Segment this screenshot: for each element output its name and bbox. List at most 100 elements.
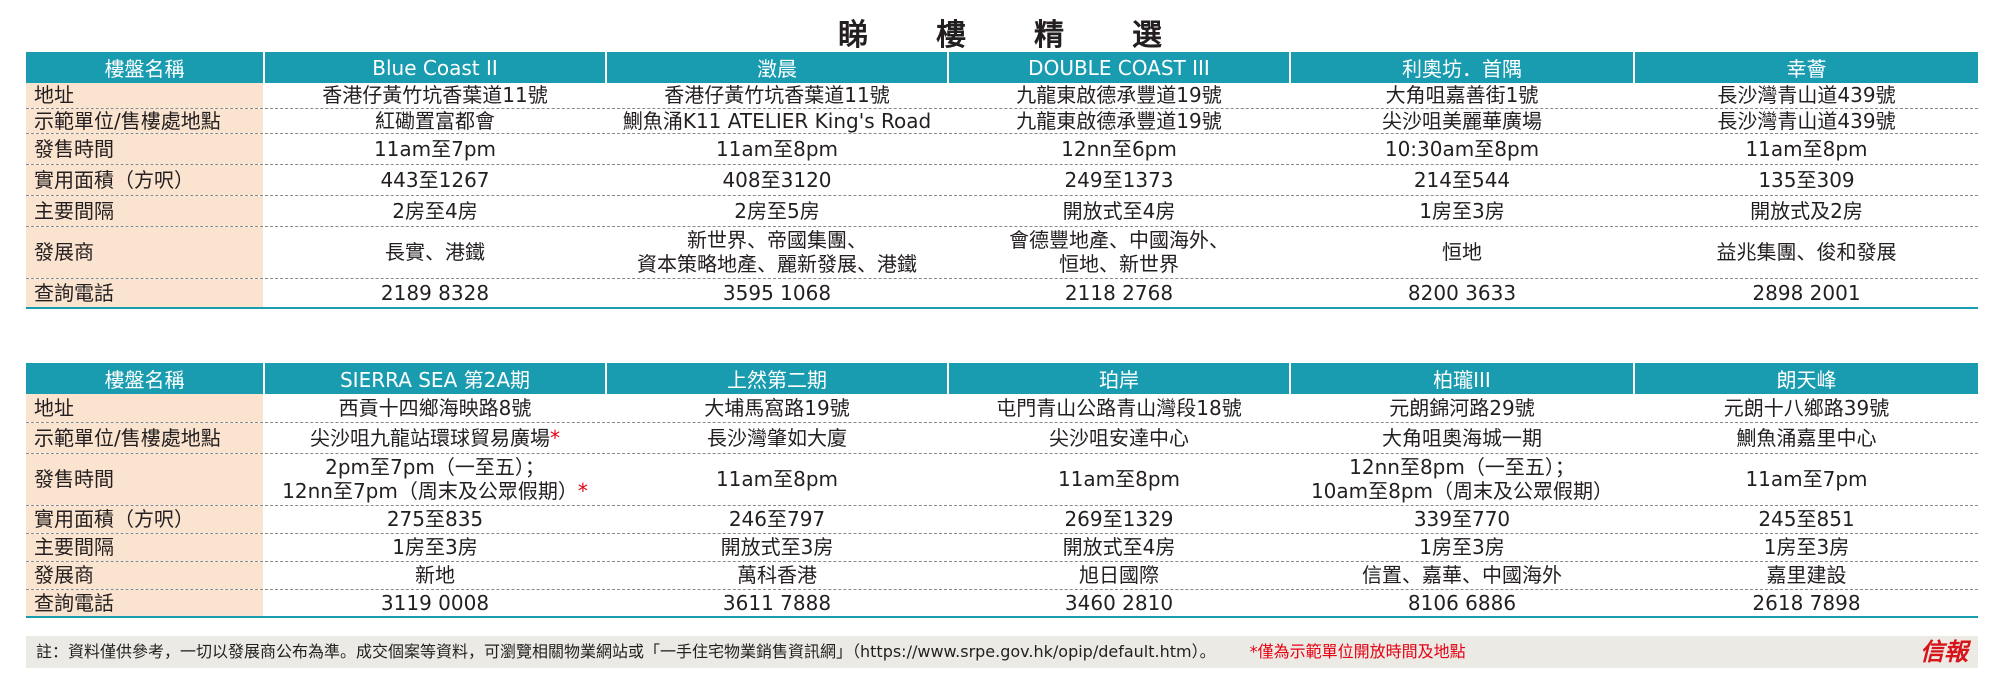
- table-cell: 元朗十八鄉路39號: [1634, 394, 1978, 423]
- project-name: 利奧坊．首隅: [1290, 52, 1635, 83]
- table-cell: 紅磡置富都會: [264, 108, 607, 134]
- project-name: 澂晨: [606, 52, 949, 83]
- table-cell: 245至851: [1634, 505, 1978, 534]
- table-cell: 旭日國際: [948, 561, 1291, 590]
- row-label: 示範單位/售樓處地點: [26, 422, 265, 454]
- table-cell: 香港仔黃竹坑香葉道11號: [606, 83, 949, 109]
- table-header-row: 樓盤名稱 Blue Coast II 澂晨 DOUBLE COAST III 利…: [26, 52, 1978, 83]
- asterisk-footnote: *僅為示範單位開放時間及地點: [1249, 642, 1466, 661]
- project-name: 幸薈: [1634, 52, 1978, 83]
- project-name: DOUBLE COAST III: [948, 52, 1291, 83]
- table-cell: 11am至8pm: [948, 453, 1291, 506]
- title-char: 樓: [936, 18, 966, 53]
- table-row: 發售時間 11am至7pm 11am至8pm 12nn至6pm 10:30am至…: [26, 133, 1978, 165]
- table-cell: 益兆集團、俊和發展: [1634, 226, 1978, 279]
- table-cell: 西貢十四鄉海映路8號: [264, 394, 607, 423]
- row-label: 實用面積（方呎）: [26, 505, 265, 534]
- table-cell: 11am至7pm: [1634, 453, 1978, 506]
- header-label: 樓盤名稱: [26, 52, 265, 83]
- table-row: 主要間隔 2房至4房 2房至5房 開放式至4房 1房至3房 開放式及2房: [26, 195, 1978, 227]
- table-cell: 8200 3633: [1290, 278, 1635, 309]
- table-cell: 2898 2001: [1634, 278, 1978, 309]
- table-cell: 長沙灣青山道439號: [1634, 108, 1978, 134]
- project-name: 朗天峰: [1634, 363, 1978, 394]
- row-label: 發售時間: [26, 453, 265, 506]
- table-cell: 大埔馬窩路19號: [606, 394, 949, 423]
- table-cell: 新世界、帝國集團、 資本策略地產、麗新發展、港鐵: [606, 226, 949, 279]
- row-label: 主要間隔: [26, 195, 265, 227]
- table-cell: 長沙灣肇如大廈: [606, 422, 949, 454]
- table-cell: 246至797: [606, 505, 949, 534]
- table-cell: 尖沙咀九龍站環球貿易廣場*: [264, 422, 607, 454]
- table-cell: 1房至3房: [1290, 195, 1635, 227]
- table-cell: 大角咀奧海城一期: [1290, 422, 1635, 454]
- table-cell: 3611 7888: [606, 589, 949, 618]
- table-cell: 尖沙咀安達中心: [948, 422, 1291, 454]
- table-cell: 135至309: [1634, 164, 1978, 196]
- table-cell: 2118 2768: [948, 278, 1291, 309]
- row-label: 實用面積（方呎）: [26, 164, 265, 196]
- table-cell: 339至770: [1290, 505, 1635, 534]
- project-name: Blue Coast II: [264, 52, 607, 83]
- page-title: 睇樓精選: [0, 10, 2000, 54]
- table-cell: 香港仔黃竹坑香葉道11號: [264, 83, 607, 109]
- header-label: 樓盤名稱: [26, 363, 265, 394]
- table-cell: 嘉里建設: [1634, 561, 1978, 590]
- table-cell: 2房至5房: [606, 195, 949, 227]
- project-name: 柏瓏III: [1290, 363, 1635, 394]
- table-cell: 214至544: [1290, 164, 1635, 196]
- table-cell: 長沙灣青山道439號: [1634, 83, 1978, 109]
- title-char: 選: [1132, 18, 1162, 53]
- table-cell: 開放式至4房: [948, 195, 1291, 227]
- row-label: 主要間隔: [26, 533, 265, 562]
- table-cell: 1房至3房: [1634, 533, 1978, 562]
- table-cell: 鰂魚涌K11 ATELIER King's Road: [606, 108, 949, 134]
- table-cell: 11am至7pm: [264, 133, 607, 165]
- table-row: 地址 香港仔黃竹坑香葉道11號 香港仔黃竹坑香葉道11號 九龍東啟德承豐道19號…: [26, 83, 1978, 109]
- hkej-logo: 信報: [1920, 637, 1968, 666]
- table-row: 查詢電話 3119 0008 3611 7888 3460 2810 8106 …: [26, 589, 1978, 618]
- table-cell: 10:30am至8pm: [1290, 133, 1635, 165]
- row-label: 發展商: [26, 561, 265, 590]
- table-cell: 1房至3房: [264, 533, 607, 562]
- table-header-row: 樓盤名稱 SIERRA SEA 第2A期 上然第二期 珀岸 柏瓏III 朗天峰: [26, 363, 1978, 394]
- row-label: 地址: [26, 394, 265, 423]
- table-cell: 信置、嘉華、中國海外: [1290, 561, 1635, 590]
- table-cell: 萬科香港: [606, 561, 949, 590]
- table-cell: 3460 2810: [948, 589, 1291, 618]
- table-cell: 大角咀嘉善街1號: [1290, 83, 1635, 109]
- title-char: 睇: [838, 18, 868, 53]
- table-cell: 408至3120: [606, 164, 949, 196]
- table-row: 地址 西貢十四鄉海映路8號 大埔馬窩路19號 屯門青山公路青山灣段18號 元朗錦…: [26, 394, 1978, 423]
- table-cell: 249至1373: [948, 164, 1291, 196]
- row-label: 示範單位/售樓處地點: [26, 108, 265, 134]
- table-cell: 2房至4房: [264, 195, 607, 227]
- table-cell: 269至1329: [948, 505, 1291, 534]
- project-name: 珀岸: [948, 363, 1291, 394]
- asterisk-mark: *: [550, 425, 560, 450]
- table-cell: 11am至8pm: [1634, 133, 1978, 165]
- table-cell: 443至1267: [264, 164, 607, 196]
- table-cell: 12nn至8pm（一至五）； 10am至8pm（周末及公眾假期）: [1290, 453, 1635, 506]
- table-row: 實用面積（方呎） 443至1267 408至3120 249至1373 214至…: [26, 164, 1978, 196]
- row-label: 發展商: [26, 226, 265, 279]
- table-cell: 開放式至3房: [606, 533, 949, 562]
- table-row: 主要間隔 1房至3房 開放式至3房 開放式至4房 1房至3房 1房至3房: [26, 533, 1978, 562]
- table-cell: 3119 0008: [264, 589, 607, 618]
- table-cell: 3595 1068: [606, 278, 949, 309]
- table-cell: 2pm至7pm（一至五）； 12nn至7pm（周末及公眾假期）*: [264, 453, 607, 506]
- table-cell: 開放式至4房: [948, 533, 1291, 562]
- row-label: 發售時間: [26, 133, 265, 165]
- table-row: 發展商 長實、港鐵 新世界、帝國集團、 資本策略地產、麗新發展、港鐵 會德豐地產、…: [26, 226, 1978, 279]
- table-row: 示範單位/售樓處地點 尖沙咀九龍站環球貿易廣場* 長沙灣肇如大廈 尖沙咀安達中心…: [26, 422, 1978, 454]
- footnote-bar: 註：資料僅供參考，一切以發展商公布為準。成交個案等資料，可瀏覽相關物業網站或「一…: [26, 636, 1978, 668]
- table-cell: 12nn至6pm: [948, 133, 1291, 165]
- table-row: 發售時間 2pm至7pm（一至五）； 12nn至7pm（周末及公眾假期）* 11a…: [26, 453, 1978, 506]
- table-row: 發展商 新地 萬科香港 旭日國際 信置、嘉華、中國海外 嘉里建設: [26, 561, 1978, 590]
- table-cell: 11am至8pm: [606, 453, 949, 506]
- cell-text: 2pm至7pm（一至五）； 12nn至7pm（周末及公眾假期）: [282, 455, 578, 503]
- table-cell: 275至835: [264, 505, 607, 534]
- table-cell: 九龍東啟德承豐道19號: [948, 108, 1291, 134]
- table-cell: 2189 8328: [264, 278, 607, 309]
- table-row: 實用面積（方呎） 275至835 246至797 269至1329 339至77…: [26, 505, 1978, 534]
